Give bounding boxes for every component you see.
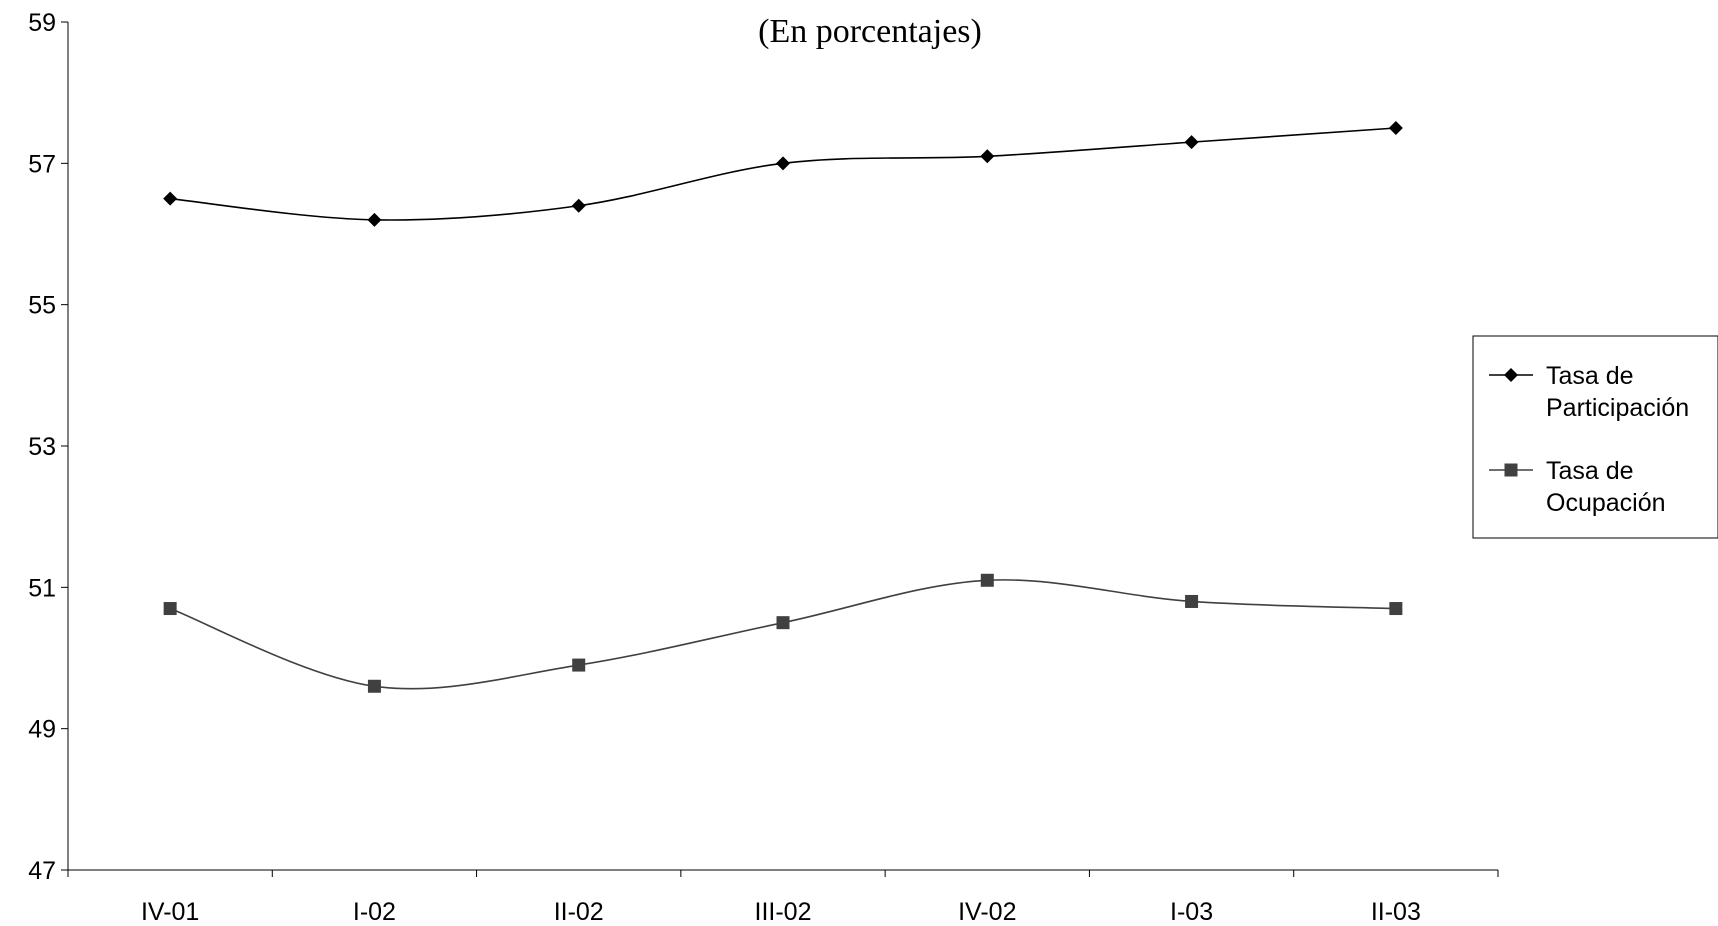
series-ocupacion (163, 573, 1403, 693)
series-participacion (163, 121, 1403, 227)
legend-marker-square (1504, 463, 1518, 477)
y-tick-label: 53 (28, 433, 56, 461)
data-point-ocupacion (163, 602, 177, 616)
x-tick-label: IV-02 (958, 898, 1016, 926)
series-line-participacion (170, 127, 1396, 221)
legend-box (1472, 335, 1718, 539)
legend-label: Tasa de (1546, 362, 1634, 390)
x-tick-label: I-02 (353, 898, 396, 926)
x-tick-label: IV-01 (141, 898, 199, 926)
y-tick-label: 47 (28, 857, 56, 885)
data-point-ocupacion (980, 573, 994, 587)
legend: Tasa de Participación Tasa de Ocupación (1472, 335, 1718, 539)
series-line-ocupacion (169, 579, 1396, 690)
legend-label: Participación (1546, 394, 1689, 422)
data-point-participacion (571, 198, 586, 213)
data-point-participacion (367, 212, 382, 227)
data-point-ocupacion (776, 616, 790, 630)
data-point-ocupacion (1389, 602, 1403, 616)
y-tick-label: 51 (28, 574, 56, 602)
data-point-ocupacion (1185, 594, 1199, 608)
legend-item-participacion: Tasa de Participación (1489, 362, 1689, 422)
y-tick-label: 55 (28, 292, 56, 320)
legend-marker-diamond (1504, 368, 1518, 382)
legend-label: Tasa de (1546, 457, 1634, 485)
legend-item-ocupacion: Tasa de Ocupación (1489, 457, 1666, 517)
x-tick-label: I-03 (1170, 898, 1213, 926)
x-tick-label: II-03 (1371, 898, 1421, 926)
data-point-participacion (776, 156, 790, 171)
x-tick-label: II-02 (554, 898, 604, 926)
data-point-participacion (1388, 121, 1403, 135)
data-point-participacion (1184, 135, 1199, 150)
data-point-ocupacion (367, 679, 381, 693)
data-point-participacion (163, 191, 178, 206)
axes: 47 49 51 53 55 57 59 IV-01 I-02 II-02 III-02 IV-02 I… (28, 9, 1499, 926)
y-tick-label: 57 (28, 150, 56, 178)
series-layer (163, 121, 1403, 693)
data-point-participacion (980, 149, 995, 164)
legend-label: Ocupación (1546, 489, 1666, 517)
x-tick-label: III-02 (755, 898, 812, 926)
chart-subtitle: (En porcentajes) (758, 13, 982, 50)
y-tick-label: 49 (28, 716, 56, 744)
data-point-ocupacion (572, 658, 586, 672)
y-tick-label: 59 (28, 9, 56, 37)
